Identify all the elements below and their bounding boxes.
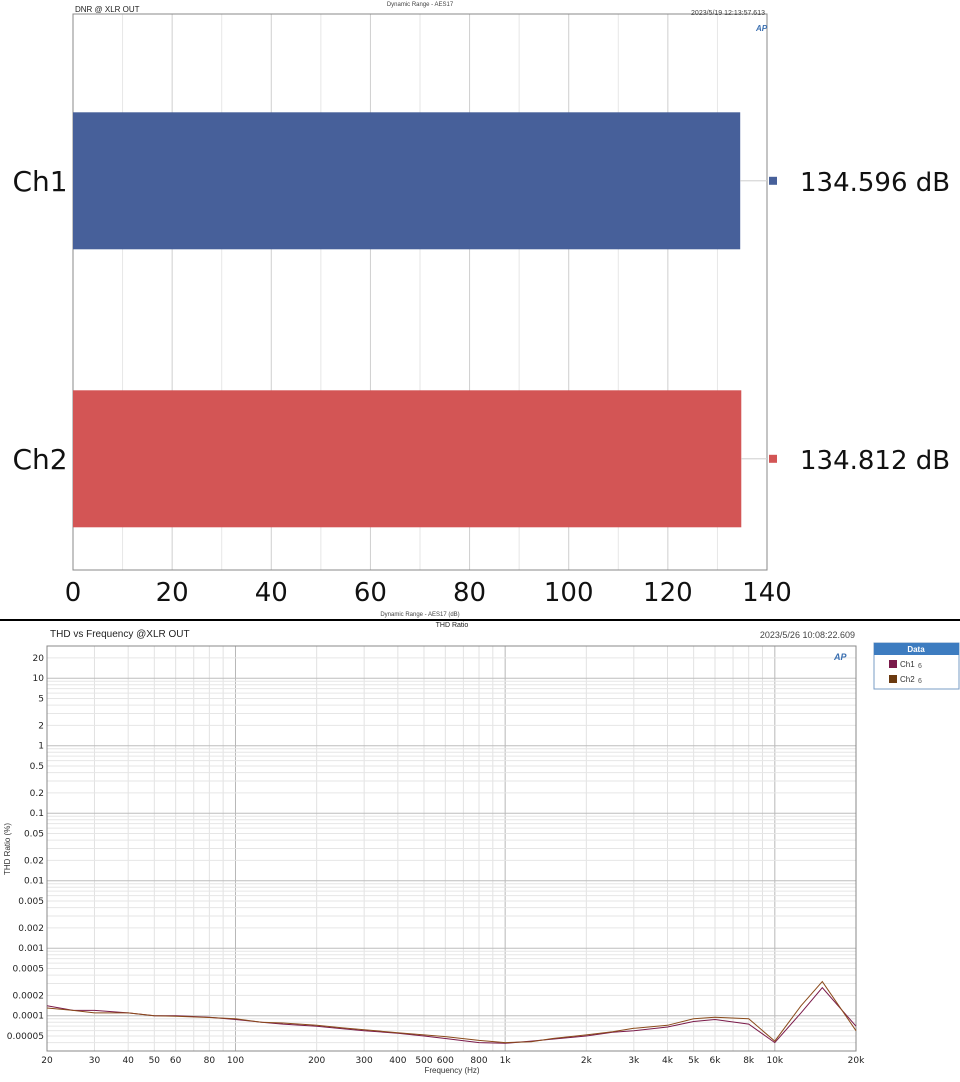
y-tick-label: 0.0002 [13,991,45,1001]
x-tick-label: 40 [122,1056,134,1066]
legend-title: Data [907,645,925,654]
x-tick-label: 5k [688,1056,700,1066]
dynamic-range-panel: 0 20 40 60 80 100 120 140 Ch1 Ch2 134.596 dB 134.… [12,2,951,618]
thd-panel: 20 30 40 50 60 80 100 200 300 400 500 600 800 1k 2k 3k 4… [0,621,960,1077]
y-tick-label: 2 [38,721,44,731]
y-axis-label: THD Ratio (%) [3,823,12,875]
legend-label-ch1: Ch1 [900,660,915,669]
x-tick-label: 60 [170,1056,182,1066]
x-tick-label: 20 [156,578,189,608]
value-marker-ch2 [769,454,777,463]
y-tick-label: 0.00005 [7,1032,44,1042]
legend-swatch-ch2 [889,675,897,683]
value-label-ch1: 134.596 dB [800,168,950,198]
bar-ch2 [73,390,742,528]
series-line-ch1 [46,986,857,1044]
category-label-ch1: Ch1 [12,165,67,198]
ap-logo: AP [755,24,768,33]
x-tick-label: 200 [308,1056,325,1066]
x-tick-label: 80 [204,1056,216,1066]
bars [73,112,767,528]
legend-swatch-ch1 [889,660,897,668]
category-label-ch2: Ch2 [12,443,67,476]
x-tick-label: 800 [470,1056,487,1066]
x-axis-label: Frequency (Hz) [424,1066,479,1075]
chart-title: THD vs Frequency @XLR OUT [50,629,190,640]
plot-frame [72,13,768,571]
value-marker-ch1 [769,176,777,185]
category-labels: Ch1 Ch2 [12,165,67,476]
series-lines [46,980,857,1044]
x-tick-label: 120 [643,578,693,608]
x-tick-label: 40 [255,578,288,608]
x-tick-label: 6k [710,1056,722,1066]
x-tick-label: 100 [227,1056,244,1066]
y-tick-label: 0.5 [30,762,44,772]
x-tick-label: 140 [742,578,792,608]
x-tick-labels: 0 20 40 60 80 100 120 140 [65,578,792,608]
x-tick-label: 20 [41,1056,53,1066]
x-tick-label: 100 [544,578,594,608]
y-tick-label: 0.05 [24,830,44,840]
value-label-ch2: 134.812 dB [800,446,950,476]
y-tick-label: 0.0001 [13,1012,45,1022]
thd-chart: 20 30 40 50 60 80 100 200 300 400 500 600 800 1k 2k 3k 4… [3,622,960,1075]
x-tick-label: 20k [848,1056,865,1066]
y-tick-labels: 20 10 5 2 1 0.5 0.2 0.1 0.05 0.02 0.01 0.005 0.002 0.… [7,654,44,1042]
x-tick-label: 8k [743,1056,755,1066]
x-tick-label: 3k [628,1056,640,1066]
grid [46,645,857,1052]
x-tick-label: 10k [766,1056,783,1066]
legend-label-ch2: Ch2 [900,675,915,684]
chart-subtitle: THD Ratio [436,622,469,629]
x-tick-label: 400 [389,1056,406,1066]
x-tick-label: 4k [662,1056,674,1066]
x-tick-label: 300 [356,1056,373,1066]
legend-header [874,643,959,655]
x-tick-label: 2k [581,1056,593,1066]
y-tick-label: 0.0005 [13,965,45,975]
y-tick-label: 0.1 [30,809,44,819]
y-tick-label: 0.005 [18,897,44,907]
chart-title: DNR @ XLR OUT [75,5,140,14]
x-axis-label: Dynamic Range - AES17 (dB) [380,612,459,618]
series-line-ch2 [46,980,857,1044]
ap-logo: AP [833,652,847,662]
chart-subtitle: Dynamic Range - AES17 [387,2,454,8]
legend: Data Ch1 6 Ch2 6 [873,642,960,690]
y-tick-label: 20 [33,654,45,664]
y-tick-label: 0.002 [18,924,44,934]
x-tick-label: 600 [437,1056,454,1066]
plot-frame [46,645,857,1052]
x-tick-label: 30 [89,1056,101,1066]
y-tick-label: 0.02 [24,856,44,866]
x-tick-label: 0 [65,578,82,608]
value-labels: 134.596 dB 134.812 dB [769,168,950,476]
legend-suffix-ch1: 6 [918,663,922,670]
x-tick-label: 500 [415,1056,432,1066]
x-tick-label: 50 [149,1056,161,1066]
x-tick-label: 60 [354,578,387,608]
chart-timestamp: 2023/5/19 12:13:57.613 [691,10,765,17]
y-tick-label: 5 [38,695,44,705]
y-tick-label: 0.2 [30,789,44,799]
legend-suffix-ch2: 6 [918,678,922,685]
chart-timestamp: 2023/5/26 10:08:22.609 [760,630,855,640]
y-tick-label: 10 [33,674,45,684]
y-tick-label: 0.001 [18,944,44,954]
x-tick-labels: 20 30 40 50 60 80 100 200 300 400 500 600 800 1k 2k 3k 4… [41,1056,865,1066]
x-tick-label: 80 [453,578,486,608]
y-tick-label: 0.01 [24,877,44,887]
x-tick-label: 1k [500,1056,512,1066]
y-tick-label: 1 [38,742,44,752]
bar-ch1 [73,112,741,250]
panel-separator [0,619,960,621]
